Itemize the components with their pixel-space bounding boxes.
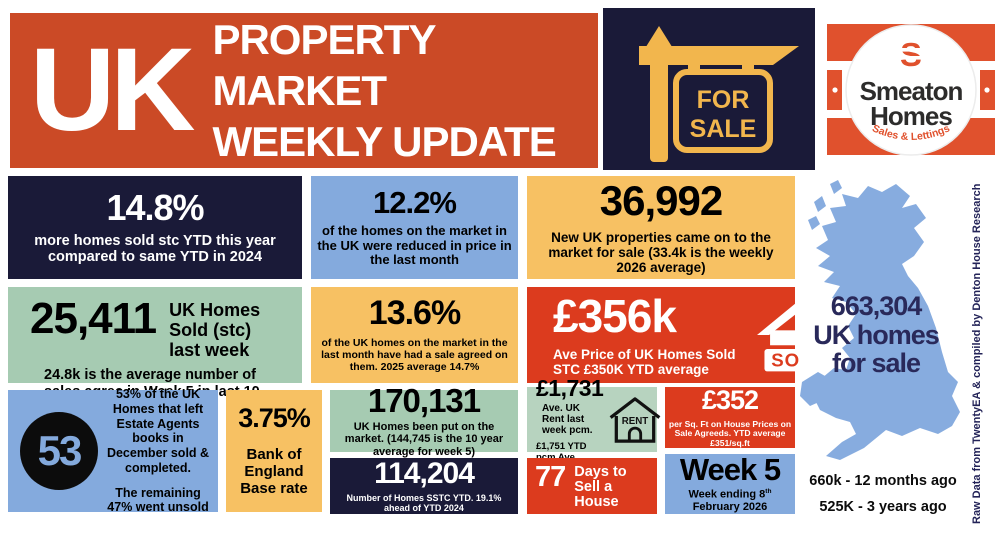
stat-sold-stc-ytd-desc: more homes sold stc YTD this year compar… xyxy=(34,232,276,265)
homes-for-sale-value: 663,304 xyxy=(830,291,923,321)
stat-sstc-ytd-desc: Number of Homes SSTC YTD. 19.1% ahead of… xyxy=(346,492,502,513)
page-title-line2: WEEKLY UPDATE xyxy=(212,118,556,166)
stat-completions-para1: 53% of the UK Homes that left Estate Age… xyxy=(106,387,210,475)
stat-new-instructions-value: 170,131 xyxy=(367,382,481,420)
for-sale-sign-icon: FOR SALE xyxy=(639,26,799,162)
stat-completions-text: 53% of the UK Homes that left Estate Age… xyxy=(106,387,210,515)
stat-days-to-sell: 77 Days to Sell a House Ave time to secu… xyxy=(527,458,657,542)
stat-week-ending: Week ending 8th February 2026 xyxy=(665,488,795,513)
stat-new-listings-value: 36,992 xyxy=(599,176,723,224)
for-sale-text-line2: SALE xyxy=(690,115,757,143)
stat-average-rent-line2: £1,751 YTD pcm Ave xyxy=(536,440,587,463)
infographic-root: { "colors": { "banner_red": "#cb4a26", "… xyxy=(8,8,995,542)
stat-sale-agreed-pct: 13.6% of the UK homes on the market in t… xyxy=(311,287,518,383)
stat-price-reduced-value: 12.2% xyxy=(373,185,457,221)
stat-price-reduced: 12.2% of the homes on the market in the … xyxy=(311,176,518,279)
stat-new-instructions-ytd: 170,131 UK Homes been put on the market.… xyxy=(330,384,518,458)
logo-name-line1: Smeaton xyxy=(860,76,963,106)
stat-homes-sold-last-week: 25,411 UK Homes Sold (stc) last week 24.… xyxy=(8,287,302,416)
stat-average-price-desc: Ave Price of UK Homes Sold STC £350K YTD… xyxy=(553,346,736,377)
stat-completions: 53 53% of the UK Homes that left Estate … xyxy=(8,387,218,515)
stat-days-to-sell-desc: Ave time to secure a sale, in last 12 mo… xyxy=(538,513,649,543)
rent-house-icon: RENT xyxy=(609,396,661,443)
stat-completions-para2: The remaining 47% went unsold xyxy=(107,485,209,515)
logo-name-line2: Homes xyxy=(870,101,952,131)
stat-sstc-ytd-value: 114,204 xyxy=(374,456,475,490)
data-attribution: Raw Data from TwentyEA & compiled by Den… xyxy=(971,183,983,524)
week-ending-ordinal: th xyxy=(765,488,772,496)
stat-sold-stc-ytd-value: 14.8% xyxy=(106,186,204,228)
stat-average-price-value: £356k xyxy=(553,289,677,342)
homes-for-sale-line3: for sale xyxy=(831,348,921,379)
week-ending-prefix: Week ending 8 xyxy=(688,489,766,502)
stat-average-price: £356k Ave Price of UK Homes Sold STC £35… xyxy=(527,287,841,383)
week-ending-suffix: February 2026 xyxy=(692,501,768,514)
uk-map-icon xyxy=(800,180,960,460)
stat-sale-agreed-value: 13.6% xyxy=(368,294,461,333)
stat-homes-sold-title: UK Homes Sold (stc) last week xyxy=(169,300,261,360)
smeaton-homes-logo-graphic: S Smeaton Homes Sales & Lettings xyxy=(827,8,995,170)
stat-base-rate-desc: Bank of England Base rate xyxy=(240,445,308,498)
stat-days-to-sell-value: 77 xyxy=(535,461,566,493)
for-sale-sign-panel: FOR SALE xyxy=(603,8,815,170)
homes-for-sale-history-12mo: 660k - 12 months ago xyxy=(809,473,957,489)
for-sale-text-line1: FOR xyxy=(697,86,750,114)
stat-sstc-ytd: 114,204 Number of Homes SSTC YTD. 19.1% … xyxy=(330,458,518,514)
53-badge: 53 xyxy=(20,412,98,490)
brand-uk: UK xyxy=(30,24,195,157)
stat-price-per-sqft-value: £352 xyxy=(701,384,759,415)
stat-new-listings-desc: New UK properties came on to the market … xyxy=(548,229,774,276)
stat-homes-sold-value: 25,411 xyxy=(30,294,157,343)
uk-map-panel: 663,304 UK homes for sale 660k - 12 mont… xyxy=(800,176,966,524)
stat-new-instructions-desc: UK Homes been put on the market. (144,74… xyxy=(344,421,504,458)
stat-base-rate: 3.75% Bank of England Base rate xyxy=(226,390,322,512)
stat-sold-stc-ytd: 14.8% more homes sold stc YTD this year … xyxy=(8,176,302,279)
homes-for-sale-headline: 663,304 UK homes for sale xyxy=(800,292,952,378)
stat-new-listings: 36,992 New UK properties came on to the … xyxy=(527,176,795,279)
title-banner: UK PROPERTY MARKET WEEKLY UPDATE xyxy=(10,13,598,168)
stat-days-to-sell-title: Days to Sell a House xyxy=(574,464,627,511)
stat-base-rate-value: 3.75% xyxy=(238,402,311,433)
homes-for-sale-line2: UK homes xyxy=(813,319,940,350)
stat-week-number: Week 5 Week ending 8th February 2026 xyxy=(665,454,795,514)
stat-sale-agreed-desc: of the UK homes on the market in the las… xyxy=(321,337,508,373)
stat-average-rent-line1: Ave. UK Rent last week pcm. xyxy=(542,402,593,436)
rent-icon-label: RENT xyxy=(622,416,649,427)
stat-average-rent-text: £1,731 Ave. UK Rent last week pcm. £1,75… xyxy=(536,374,604,463)
stat-price-per-sqft-desc: per Sq. Ft on House Prices on Sale Agree… xyxy=(668,418,792,448)
stat-average-rent-value: £1,731 xyxy=(536,374,604,401)
page-title: PROPERTY MARKET WEEKLY UPDATE xyxy=(212,14,598,168)
svg-text:S: S xyxy=(900,36,922,73)
stat-price-reduced-desc: of the homes on the market in the UK wer… xyxy=(317,223,512,268)
stat-price-per-sqft: £352 per Sq. Ft on House Prices on Sale … xyxy=(665,384,795,448)
smeaton-s-icon: S xyxy=(895,36,927,73)
smeaton-homes-logo: S Smeaton Homes Sales & Lettings xyxy=(827,8,995,170)
homes-for-sale-history-3yr: 525K - 3 years ago xyxy=(819,499,947,515)
stat-average-rent: £1,731 Ave. UK Rent last week pcm. £1,75… xyxy=(527,376,661,463)
stat-average-price-text: £356k Ave Price of UK Homes Sold STC £35… xyxy=(553,293,743,377)
page-title-line1: PROPERTY MARKET xyxy=(212,15,435,114)
stat-week-number-value: Week 5 xyxy=(679,452,781,488)
